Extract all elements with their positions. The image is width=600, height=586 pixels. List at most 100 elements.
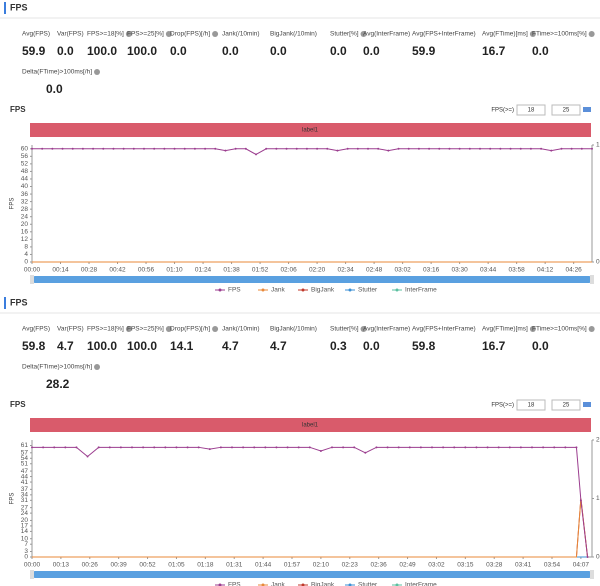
legend-dot: [395, 288, 399, 292]
stat-label: FPS>=25[%]: [127, 31, 164, 38]
point: [475, 446, 478, 449]
y-tick-label: 61: [21, 442, 29, 449]
point: [308, 446, 311, 449]
y-tick-label: 4: [24, 251, 28, 258]
legend-dot: [261, 288, 265, 292]
stat-label: BigJank(/10min): [270, 326, 317, 333]
y-tick-label: 16: [21, 229, 29, 236]
y-tick-label: 32: [21, 198, 29, 205]
stat-label: Avg(FPS+InterFrame): [412, 31, 476, 38]
stat-label: Jank(/10min): [222, 326, 260, 333]
point: [560, 147, 563, 150]
legend-dot: [261, 583, 265, 586]
y-tick-label: 56: [21, 153, 29, 160]
threshold-input[interactable]: [551, 399, 581, 411]
point: [75, 446, 78, 449]
point: [438, 147, 441, 150]
help-icon: [212, 326, 219, 332]
point: [175, 446, 178, 449]
stat-label: Avg(InterFrame): [363, 31, 410, 38]
threshold-input[interactable]: [516, 399, 546, 411]
threshold-value: 25: [563, 108, 570, 114]
threshold-label: FPS(>=): [491, 108, 514, 114]
legend-label: BigJank: [311, 287, 335, 294]
point: [464, 446, 467, 449]
threshold-input[interactable]: [551, 104, 581, 116]
help-icon: [360, 31, 367, 37]
scrollbar[interactable]: [32, 571, 592, 578]
point: [208, 448, 211, 451]
y-tick-label: 60: [21, 145, 29, 152]
x-tick-label: 00:13: [53, 562, 70, 569]
help-icon: [529, 31, 536, 37]
series-line: [32, 446, 589, 558]
y2-tick-label: 1: [596, 495, 600, 502]
point: [297, 446, 300, 449]
label-bar: [30, 123, 591, 137]
x-tick-label: 01:24: [195, 267, 212, 274]
y-tick-label: 57: [21, 450, 29, 457]
stat-value: 0.3: [330, 339, 347, 353]
stat-value: 0.0: [270, 44, 287, 58]
stat-value: 100.0: [127, 44, 157, 58]
section-bar: [4, 297, 6, 309]
x-tick-label: 02:48: [366, 267, 383, 274]
section-title: FPS: [10, 297, 28, 307]
y-tick-label: 40: [21, 183, 29, 190]
x-tick-label: 03:02: [394, 267, 411, 274]
point: [591, 147, 593, 150]
stat-label: FTime>=100ms[%]: [532, 31, 587, 38]
point: [508, 446, 511, 449]
scrollbar[interactable]: [32, 276, 592, 283]
point: [316, 147, 319, 150]
point: [375, 446, 378, 449]
scroll-handle-left[interactable]: [30, 570, 34, 579]
point: [97, 446, 100, 449]
y-tick-label: 37: [21, 486, 29, 493]
point: [336, 149, 339, 152]
point: [61, 147, 64, 150]
legend-dot: [348, 583, 352, 586]
point: [64, 446, 67, 449]
point: [92, 147, 95, 150]
point: [575, 446, 578, 449]
x-tick-label: 04:26: [566, 267, 583, 274]
help-icon: [94, 69, 101, 75]
y-tick-label: 48: [21, 168, 29, 175]
point: [81, 147, 84, 150]
scroll-handle-right[interactable]: [590, 275, 594, 284]
point: [219, 446, 222, 449]
point: [41, 147, 44, 150]
point: [244, 147, 247, 150]
point: [275, 446, 278, 449]
point: [305, 147, 308, 150]
point: [183, 147, 186, 150]
point: [186, 446, 189, 449]
help-icon: [125, 31, 132, 37]
stat-value: 14.1: [170, 339, 194, 353]
menu-icon[interactable]: [583, 107, 591, 112]
chart-title: FPS: [10, 105, 26, 114]
point: [570, 147, 573, 150]
stat-value: 59.8: [22, 339, 46, 353]
point: [540, 147, 543, 150]
series-line: [32, 148, 592, 156]
x-tick-label: 00:26: [82, 562, 99, 569]
y-tick-label: 24: [21, 510, 29, 517]
stat-label: Jank(/10min): [222, 31, 260, 38]
stat-value: 100.0: [87, 339, 117, 353]
point: [550, 149, 553, 152]
y-tick-label: 20: [21, 221, 29, 228]
scroll-handle-right[interactable]: [590, 570, 594, 579]
point: [224, 149, 227, 152]
menu-icon[interactable]: [583, 402, 591, 407]
x-tick-label: 00:00: [24, 562, 41, 569]
stat-label: Drop(FPS)[/h]: [170, 31, 210, 38]
point: [499, 147, 502, 150]
point: [408, 446, 411, 449]
stat-label: Avg(FPS): [22, 326, 50, 333]
threshold-input[interactable]: [516, 104, 546, 116]
point: [142, 446, 145, 449]
scroll-handle-left[interactable]: [30, 275, 34, 284]
